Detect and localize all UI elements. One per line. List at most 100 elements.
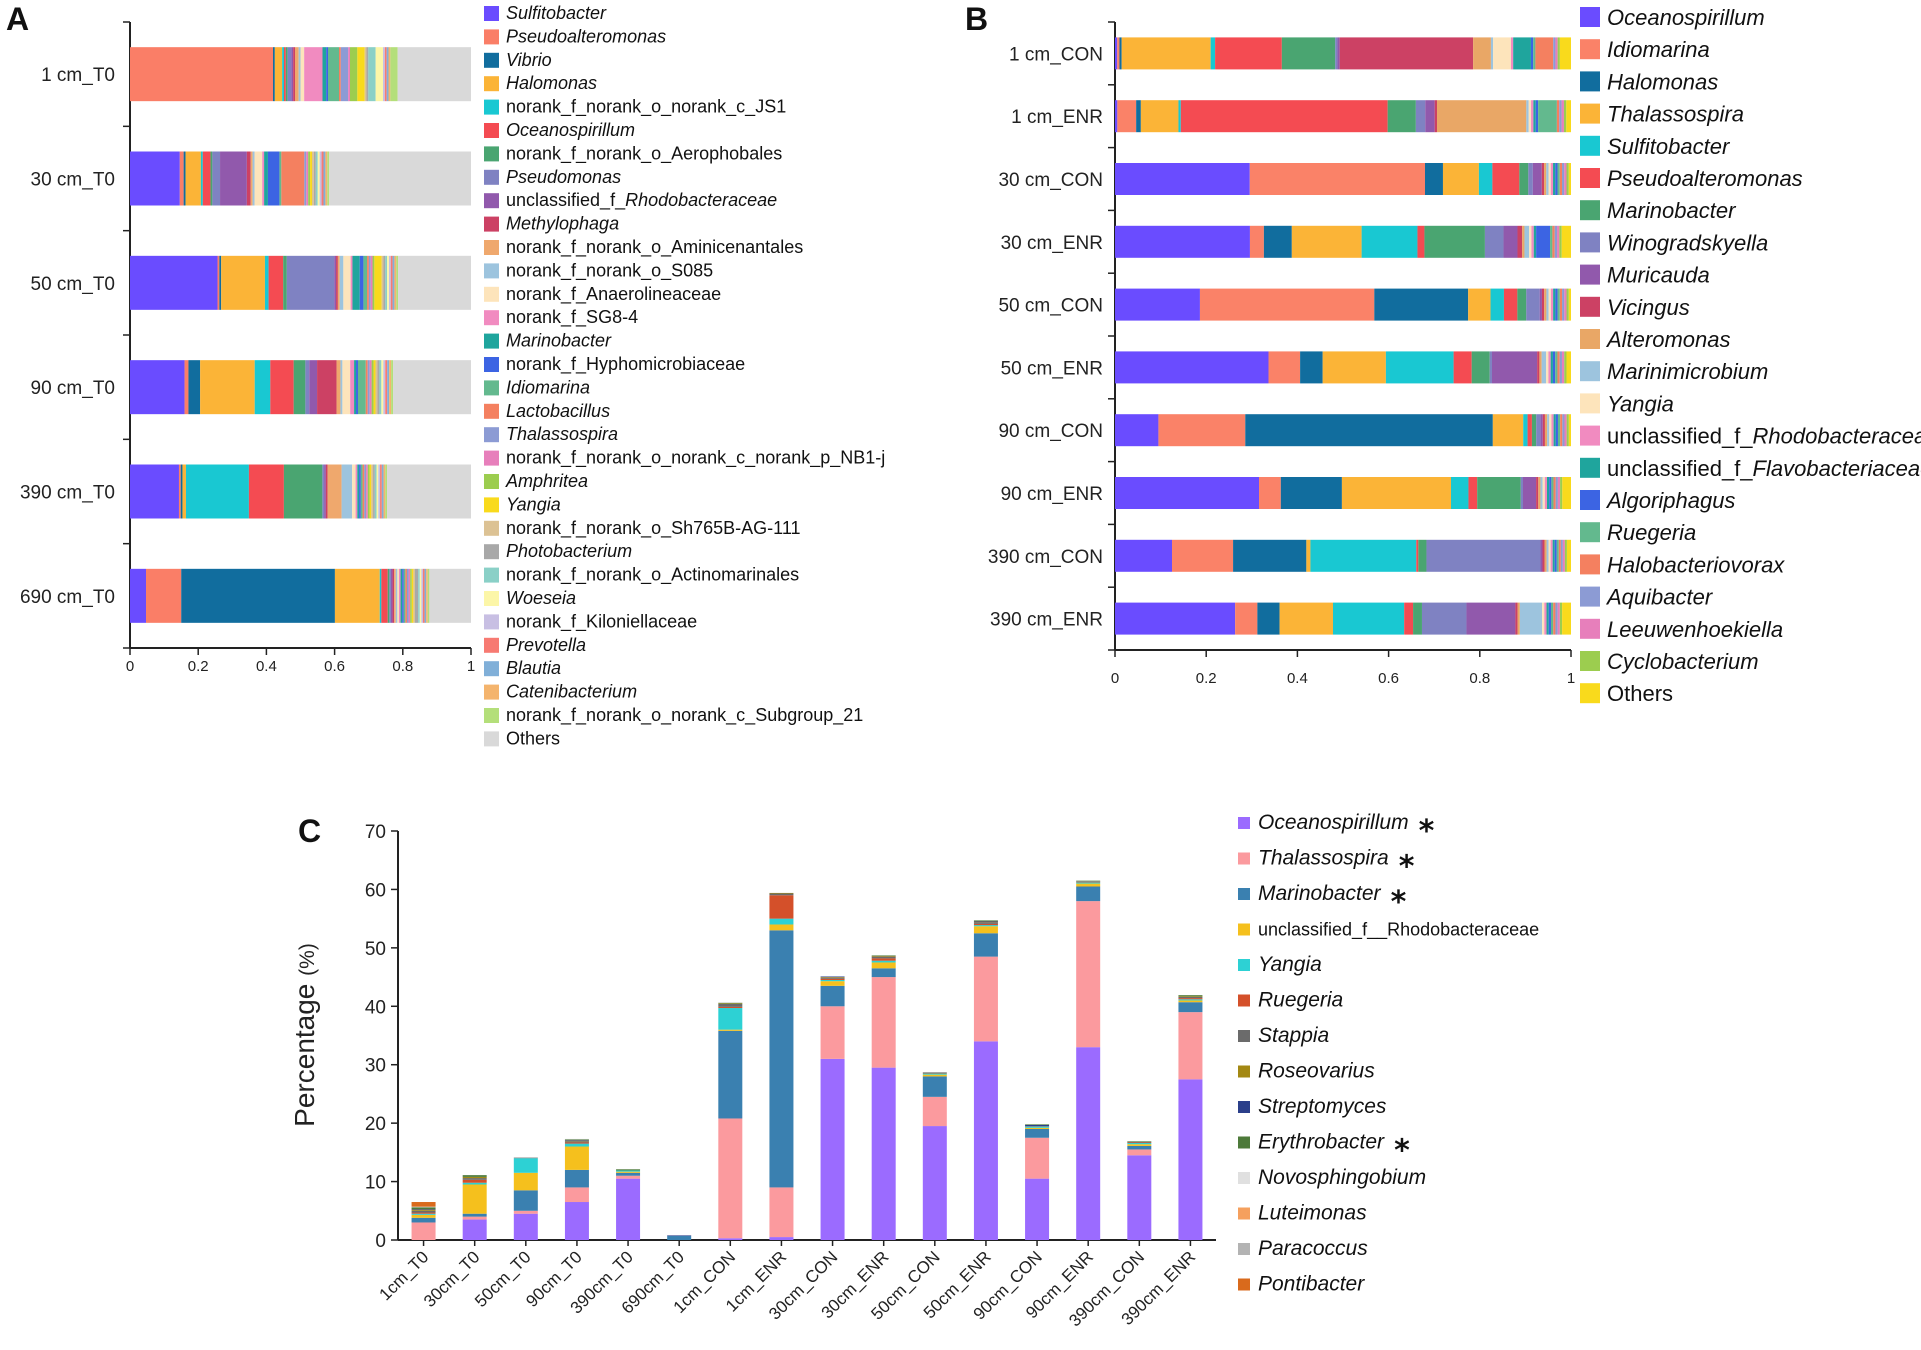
legend-swatch xyxy=(484,403,499,419)
bar-segment xyxy=(1532,163,1542,195)
bar-segment xyxy=(200,151,203,206)
bar-segment xyxy=(246,151,251,206)
category-label: 30 cm_ENR xyxy=(1001,233,1103,254)
bar-segment xyxy=(1560,539,1563,572)
bar-segment xyxy=(1519,602,1543,635)
bar-segment xyxy=(871,977,896,1068)
bar-segment xyxy=(1076,883,1101,887)
bar-segment xyxy=(202,151,211,206)
bar-segment xyxy=(418,568,420,623)
bar-segment xyxy=(922,1073,947,1075)
legend-label: norank_f_norank_o_Sh765B-AG-111 xyxy=(506,518,801,539)
legend-label: Pontibacter xyxy=(1258,1273,1365,1296)
bar-segment xyxy=(564,1140,589,1142)
bar-segment xyxy=(322,47,327,102)
bar-segment xyxy=(820,981,845,986)
bar-segment xyxy=(1249,163,1425,195)
bar-segment xyxy=(130,464,179,519)
bar-segment xyxy=(319,151,322,206)
bar-segment xyxy=(387,464,471,519)
bar-segment xyxy=(871,956,896,957)
legend-label: norank_f_SG8-4 xyxy=(506,307,638,328)
bar-segment xyxy=(718,1002,743,1003)
legend-label: Idiomarina xyxy=(1607,37,1710,62)
x-tick-label: 0.4 xyxy=(1287,670,1308,687)
bar-segment xyxy=(1115,37,1118,70)
legend-swatch xyxy=(1580,457,1600,478)
bar-segment xyxy=(389,360,392,415)
bar-segment xyxy=(564,1146,589,1170)
legend-swatch xyxy=(484,591,499,606)
legend-label: norank_f_norank_o_Actinomarinales xyxy=(506,565,799,586)
legend-swatch xyxy=(484,146,499,162)
bar-segment xyxy=(564,1202,589,1240)
bar-segment xyxy=(1140,100,1179,133)
bar-segment xyxy=(1076,881,1101,882)
bar-segment xyxy=(1127,1155,1152,1240)
bar-segment xyxy=(411,1214,436,1218)
bar-segment xyxy=(394,568,396,623)
bar-segment xyxy=(342,360,351,415)
legend-label: Muricauda xyxy=(1607,263,1710,288)
bar-segment xyxy=(871,955,896,957)
bar-segment xyxy=(1268,351,1301,384)
bar-segment xyxy=(1544,602,1547,635)
bar-segment xyxy=(820,979,845,982)
bar-segment xyxy=(973,920,998,921)
legend-label: Others xyxy=(1607,681,1673,706)
legend-label: norank_f_norank_o_norank_c_Subgroup_21 xyxy=(506,705,863,726)
bar-segment xyxy=(350,360,355,415)
bar-segment xyxy=(183,151,186,206)
bar-segment xyxy=(384,47,387,102)
bar-segment xyxy=(1562,414,1565,447)
bar-segment xyxy=(1528,163,1533,195)
legend-swatch xyxy=(484,567,499,583)
bar-segment xyxy=(616,1175,641,1179)
legend-label: Erythrobacter xyxy=(1258,1131,1385,1154)
legend-swatch xyxy=(484,123,499,138)
bar-segment xyxy=(1561,351,1565,384)
bar-segment xyxy=(185,464,249,519)
bar-segment xyxy=(372,255,375,310)
bar-segment xyxy=(1548,602,1551,635)
bar-segment xyxy=(398,568,401,623)
bar-segment xyxy=(1542,602,1545,635)
bar-segment xyxy=(973,933,998,957)
bar-segment xyxy=(322,464,325,519)
x-tick-label: 0.2 xyxy=(1196,670,1217,687)
bar-segment xyxy=(1374,288,1469,321)
bar-segment xyxy=(1076,881,1101,883)
bar-segment xyxy=(398,255,471,310)
bar-segment xyxy=(462,1182,487,1185)
bar-segment xyxy=(1490,288,1504,321)
bar-segment xyxy=(1421,602,1467,635)
bar-segment xyxy=(616,1171,641,1173)
bar-segment xyxy=(329,151,471,206)
x-tick-label: 0.4 xyxy=(256,658,277,675)
bar-segment xyxy=(254,151,263,206)
legend-label: norank_f_norank_o_norank_c_JS1 xyxy=(506,97,786,118)
legend-label: Marinobacter xyxy=(1607,198,1737,223)
legend-label: Blautia xyxy=(506,658,561,678)
bar-segment xyxy=(1385,351,1454,384)
legend-label: unclassified_f_Rhodobacteraceae xyxy=(506,190,777,211)
bar-segment xyxy=(1562,477,1571,509)
legend-label: Pseudoalteromonas xyxy=(1607,166,1803,191)
bar-segment xyxy=(375,360,378,415)
bar-segment xyxy=(922,1076,947,1097)
bar-segment xyxy=(513,1172,538,1191)
bar-segment xyxy=(1549,477,1552,509)
legend-label: Halomonas xyxy=(1607,69,1718,94)
bar-segment xyxy=(1536,225,1551,258)
legend-label: Amphritea xyxy=(505,471,588,491)
bar-segment xyxy=(212,151,221,206)
bar-segment xyxy=(1279,602,1333,635)
bar-segment xyxy=(327,151,330,206)
panel-a: A 0 0.2 0.4 0.6 0.8 1 1 cm_T0 30 cm_T0 50 cm_T0 9… xyxy=(6,1,885,748)
legend-label: Algoriphagus xyxy=(1605,488,1735,513)
bar-segment xyxy=(1559,100,1562,133)
bar-segment xyxy=(383,47,385,102)
bar-segment xyxy=(395,568,398,623)
category-label: 30 cm_CON xyxy=(998,170,1103,191)
bar-segment xyxy=(317,151,320,206)
